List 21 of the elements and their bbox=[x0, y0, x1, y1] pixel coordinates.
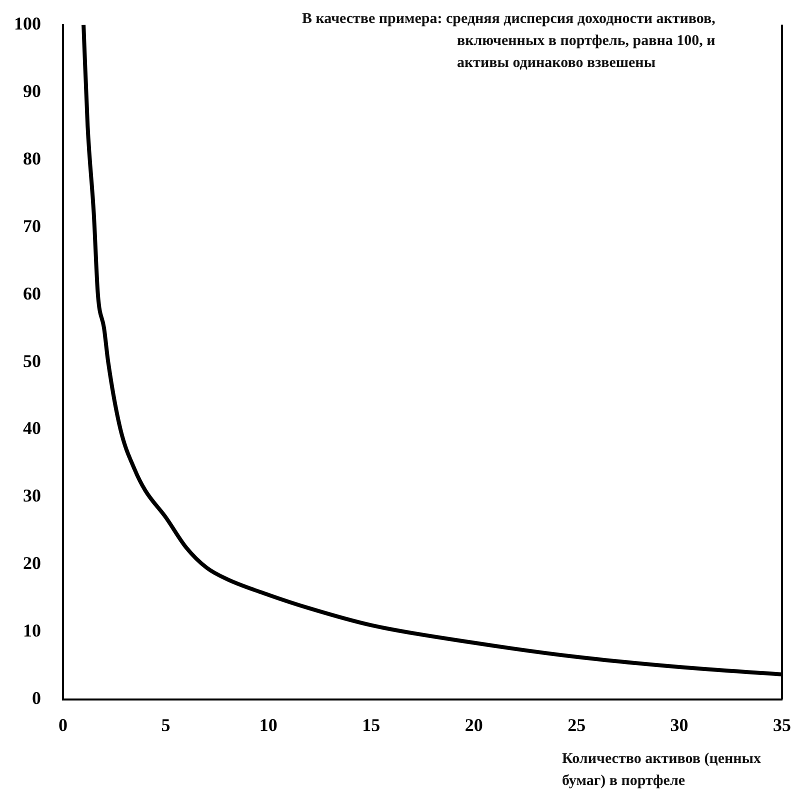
y-tick-label: 60 bbox=[23, 283, 41, 304]
x-tick-label: 5 bbox=[161, 714, 170, 735]
y-tick-label: 0 bbox=[32, 688, 41, 708]
y-tick-label: 100 bbox=[14, 13, 41, 34]
x-axis-title: Количество активов (ценных бумаг) в портфеле bbox=[562, 750, 762, 791]
y-tick-label: 10 bbox=[23, 620, 41, 641]
y-tick-label: 70 bbox=[23, 216, 41, 236]
y-tick-label: 50 bbox=[23, 350, 41, 371]
x-tick-label: 25 bbox=[568, 714, 586, 735]
x-tick-label: 15 bbox=[362, 714, 380, 735]
x-tick-label: 10 bbox=[259, 714, 278, 735]
x-tick-label: 35 bbox=[773, 714, 791, 735]
x-tick-label: 0 bbox=[58, 714, 68, 735]
annotation: В качестве примера: средняя дисперсия доходности активов, включенных в портфель, равна 100, и активы одинаково взвешены bbox=[302, 10, 716, 73]
y-tick-label: 30 bbox=[23, 486, 41, 506]
y-tick-label: 40 bbox=[23, 418, 41, 438]
y-tick-label: 80 bbox=[23, 148, 41, 168]
x-tick-label: 30 bbox=[670, 714, 688, 735]
x-tick-label: 20 bbox=[464, 714, 483, 735]
y-tick-label: 20 bbox=[23, 553, 41, 574]
y-tick-label: 90 bbox=[23, 80, 41, 101]
